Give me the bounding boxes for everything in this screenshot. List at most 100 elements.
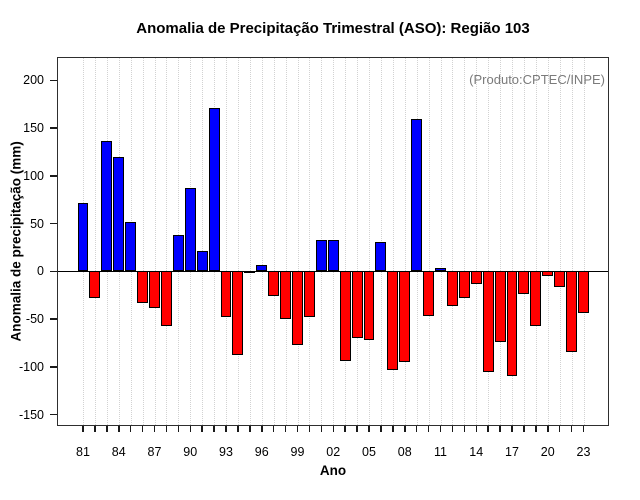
bar-02: [327, 239, 339, 272]
x-tick-label: 05: [362, 445, 376, 459]
bar-82: [89, 271, 101, 299]
x-tick-label: 99: [290, 445, 305, 459]
bar-15: [482, 271, 494, 372]
x-tick: [165, 426, 168, 432]
gridline: [476, 58, 478, 425]
bar-14: [470, 271, 482, 284]
x-tick-label: 93: [219, 445, 233, 459]
x-tick: [272, 426, 275, 432]
x-tick: [189, 426, 191, 432]
x-axis-label: Ano: [319, 463, 347, 478]
x-tick-label: 90: [183, 445, 198, 459]
bar-18: [518, 271, 530, 295]
bar-01: [315, 239, 327, 272]
gridline: [535, 58, 537, 425]
x-tick-label: 02: [326, 445, 341, 459]
y-tick-label: -50: [25, 312, 44, 327]
bar-91: [196, 251, 208, 272]
x-tick: [94, 426, 96, 432]
bar-84: [113, 156, 125, 272]
x-tick: [368, 426, 370, 432]
y-tick-label: 0: [37, 264, 44, 279]
x-tick-label: 20: [540, 445, 555, 459]
gridline: [297, 58, 299, 425]
bar-81: [77, 202, 89, 272]
gridline: [142, 58, 144, 425]
x-tick-label: 81: [76, 445, 90, 459]
x-tick: [153, 426, 156, 432]
bar-23: [578, 271, 589, 314]
bar-87: [149, 271, 160, 308]
bar-10: [423, 271, 435, 317]
x-tick: [487, 426, 489, 432]
y-tick-label: 200: [23, 73, 44, 88]
gridline: [571, 58, 573, 425]
gridline: [249, 58, 251, 425]
bar-16: [494, 271, 506, 342]
gridline: [583, 58, 585, 425]
gridline: [404, 58, 406, 425]
bar-17: [506, 271, 518, 377]
x-tick-label: 08: [397, 445, 412, 459]
bar-94: [232, 271, 244, 356]
x-tick: [523, 426, 525, 432]
gridline: [94, 58, 96, 425]
zero-line: [58, 270, 608, 273]
x-tick: [380, 426, 382, 432]
x-tick-label: 84: [111, 445, 126, 459]
x-tick: [332, 426, 334, 432]
x-tick-label: 23: [576, 445, 591, 459]
gridline: [202, 58, 204, 425]
x-tick: [129, 426, 132, 432]
bar-05: [363, 271, 375, 341]
x-tick: [463, 426, 466, 432]
bar-08: [399, 271, 411, 363]
bar-89: [172, 235, 184, 272]
bar-21: [554, 271, 566, 287]
y-tick-label: 150: [23, 121, 44, 136]
x-tick: [475, 426, 477, 432]
x-tick: [308, 426, 311, 432]
x-tick: [582, 426, 585, 432]
x-tick: [392, 426, 394, 432]
gridline: [523, 58, 525, 425]
bar-97: [268, 271, 280, 297]
bar-06: [375, 241, 387, 272]
x-tick: [118, 426, 120, 432]
y-tick: [50, 175, 57, 177]
y-tick-label: 50: [30, 216, 44, 231]
bar-04: [351, 271, 363, 339]
gridline: [226, 58, 227, 425]
y-tick: [50, 222, 57, 225]
x-tick: [177, 426, 180, 432]
bar-90: [184, 188, 196, 272]
y-tick-label: 100: [23, 168, 44, 183]
x-tick: [141, 426, 144, 432]
bar-92: [208, 107, 220, 272]
bar-22: [566, 271, 578, 352]
product-annotation: (Produto:CPTEC/INPE): [469, 72, 605, 87]
gridline: [273, 58, 275, 425]
x-tick-label: 87: [147, 445, 162, 459]
x-tick: [261, 426, 263, 432]
gridline: [261, 58, 263, 425]
bar-83: [101, 141, 113, 272]
x-tick: [511, 426, 513, 432]
y-tick: [50, 79, 57, 82]
bar-07: [387, 271, 399, 370]
gridline: [392, 58, 394, 425]
chart-title: Anomalia de Precipitação Trimestral (ASO…: [136, 20, 530, 37]
bar-19: [530, 271, 542, 326]
plot-area: [58, 58, 608, 425]
bar-85: [125, 221, 137, 272]
bar-13: [458, 271, 470, 299]
gridline: [452, 58, 454, 425]
x-tick: [344, 426, 346, 432]
bar-09: [411, 119, 423, 272]
x-tick: [404, 426, 406, 432]
x-tick: [535, 426, 537, 432]
gridline: [154, 58, 156, 425]
x-tick-label: 96: [254, 445, 269, 459]
gridline: [380, 58, 382, 425]
